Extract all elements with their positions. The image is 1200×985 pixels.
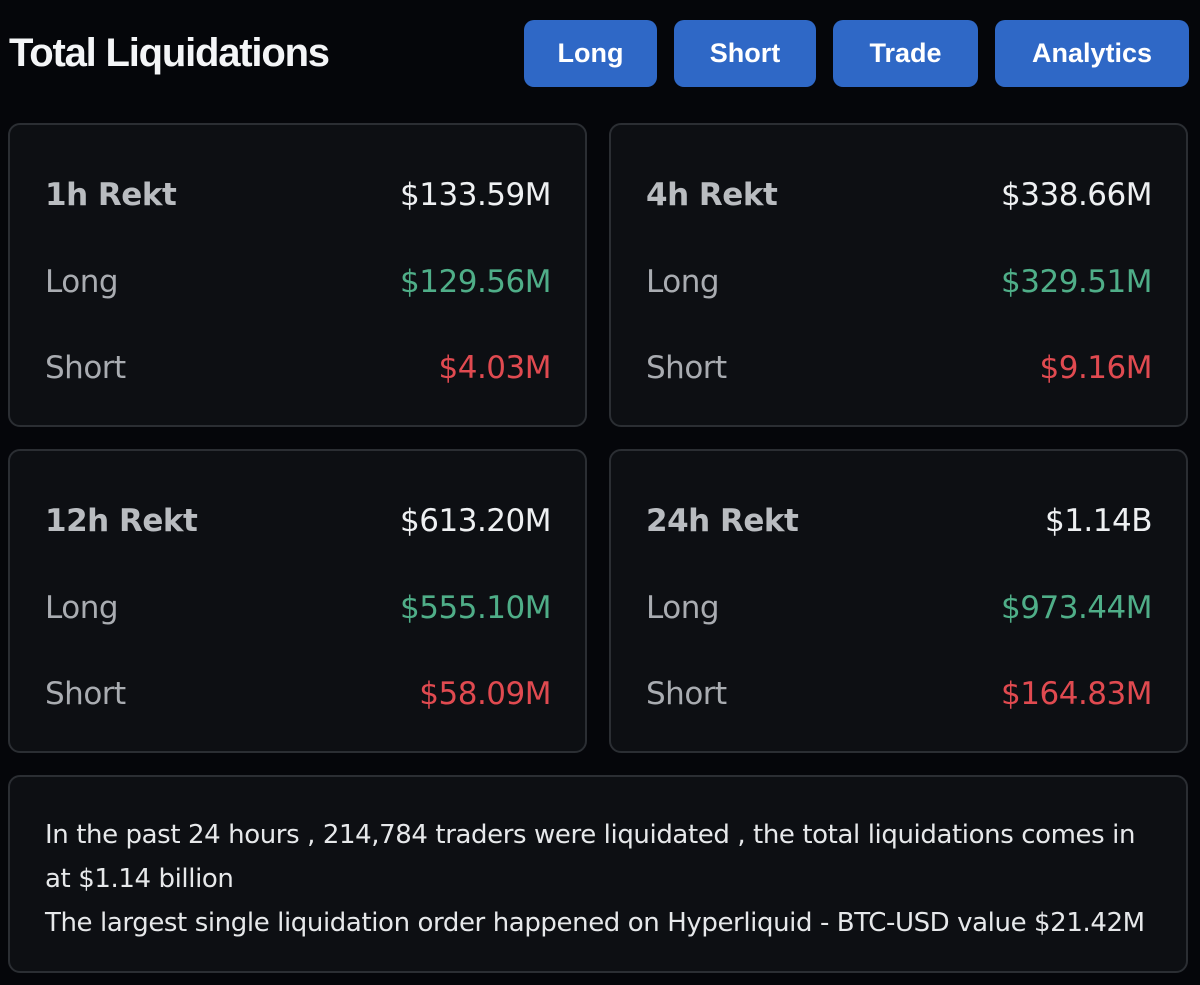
summary-line-largest-order: The largest single liquidation order hap… [45,908,1145,938]
long-label: Long [45,264,119,300]
long-row: Long $973.44M [646,588,1152,628]
total-value: $613.20M [400,503,551,539]
short-label: Short [45,676,126,712]
rekt-card-4h: 4h Rekt $338.66M Long $329.51M Short $9.… [609,123,1188,427]
short-label: Short [646,676,727,712]
period-label: 24h Rekt [646,503,799,539]
total-row: 1h Rekt $133.59M [45,175,551,215]
analytics-button[interactable]: Analytics [995,20,1189,87]
rekt-card-12h: 12h Rekt $613.20M Long $555.10M Short $5… [8,449,587,753]
long-label: Long [45,590,119,626]
period-label: 4h Rekt [646,177,778,213]
long-row: Long $329.51M [646,262,1152,302]
long-row: Long $555.10M [45,588,551,628]
long-value: $129.56M [400,264,551,300]
total-row: 12h Rekt $613.20M [45,501,551,541]
short-row: Short $9.16M [646,348,1152,388]
long-value: $329.51M [1001,264,1152,300]
summary-line-traders: In the past 24 hours , 214,784 traders w… [45,820,1136,894]
short-button[interactable]: Short [674,20,816,87]
short-label: Short [45,350,126,386]
total-value: $1.14B [1044,503,1153,539]
period-label: 12h Rekt [45,503,198,539]
long-button[interactable]: Long [524,20,657,87]
rekt-card-24h: 24h Rekt $1.14B Long $973.44M Short $164… [609,449,1188,753]
long-label: Long [646,590,720,626]
total-row: 4h Rekt $338.66M [646,175,1152,215]
total-row: 24h Rekt $1.14B [646,501,1153,541]
page-title: Total Liquidations [9,31,330,75]
short-label: Short [646,350,727,386]
short-row: Short $164.83M [646,674,1152,714]
total-value: $133.59M [400,177,551,213]
long-row: Long $129.56M [45,262,551,302]
short-row: Short $58.09M [45,674,551,714]
period-label: 1h Rekt [45,177,177,213]
long-value: $555.10M [400,590,551,626]
long-value: $973.44M [1001,590,1152,626]
long-label: Long [646,264,720,300]
summary-box: In the past 24 hours , 214,784 traders w… [8,775,1188,973]
total-value: $338.66M [1001,177,1152,213]
short-value: $58.09M [419,676,551,712]
short-value: $164.83M [1001,676,1152,712]
short-value: $4.03M [438,350,552,386]
short-row: Short $4.03M [45,348,551,388]
trade-button[interactable]: Trade [833,20,978,87]
rekt-card-1h: 1h Rekt $133.59M Long $129.56M Short $4.… [8,123,587,427]
short-value: $9.16M [1039,350,1153,386]
